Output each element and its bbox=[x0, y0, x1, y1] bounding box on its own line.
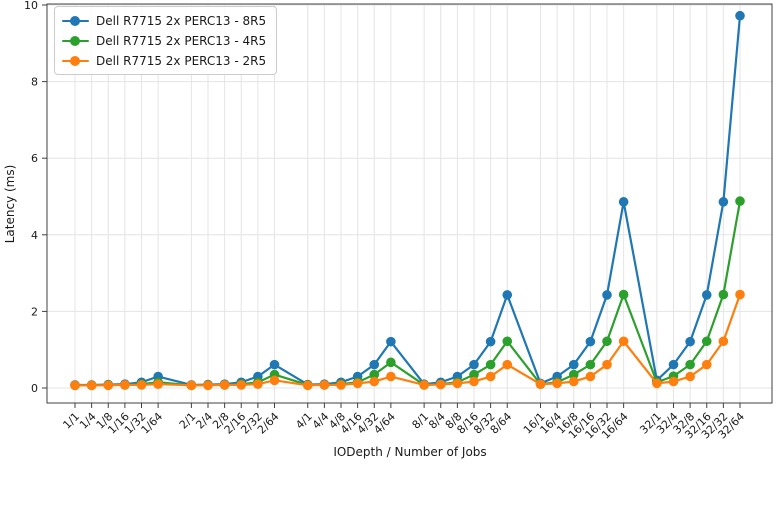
data-point-2 bbox=[219, 380, 230, 390]
x-axis-label: IODepth / Number of Jobs bbox=[333, 445, 486, 459]
data-point-2 bbox=[568, 376, 579, 387]
legend-item-4r5: Dell R7715 2x PERC13 - 4R5 bbox=[62, 31, 266, 50]
y-axis-label: Latency (ms) bbox=[3, 165, 17, 244]
y-tick-label: 4 bbox=[31, 229, 38, 242]
legend-item-8r5: Dell R7715 2x PERC13 - 8R5 bbox=[62, 11, 266, 30]
legend-label: Dell R7715 2x PERC13 - 4R5 bbox=[96, 33, 267, 48]
data-point-1 bbox=[701, 336, 712, 347]
data-point-2 bbox=[153, 379, 163, 389]
y-tick-label: 6 bbox=[31, 152, 38, 165]
data-point-2 bbox=[236, 380, 247, 390]
data-point-0 bbox=[585, 336, 596, 347]
legend-label: Dell R7715 2x PERC13 - 8R5 bbox=[96, 13, 267, 28]
data-point-0 bbox=[502, 290, 513, 300]
data-point-2 bbox=[701, 359, 712, 370]
data-point-2 bbox=[253, 379, 263, 389]
y-tick-label: 2 bbox=[31, 305, 38, 318]
data-point-2 bbox=[685, 371, 695, 382]
data-point-1 bbox=[735, 196, 745, 206]
data-point-2 bbox=[585, 371, 596, 382]
data-point-2 bbox=[302, 380, 313, 391]
legend-item-2r5: Dell R7715 2x PERC13 - 2R5 bbox=[62, 51, 266, 70]
data-point-2 bbox=[186, 380, 197, 391]
data-point-2 bbox=[203, 380, 213, 391]
data-point-1 bbox=[485, 359, 496, 370]
y-tick-label: 10 bbox=[24, 0, 38, 12]
data-point-0 bbox=[469, 359, 479, 370]
series-line-0 bbox=[75, 15, 742, 387]
data-point-2 bbox=[103, 380, 114, 391]
data-point-2 bbox=[618, 336, 629, 347]
series-marker-icon bbox=[62, 55, 89, 67]
data-point-0 bbox=[386, 336, 396, 347]
y-tick-label: 8 bbox=[31, 76, 38, 89]
data-point-2 bbox=[352, 378, 363, 389]
series-marker-icon bbox=[62, 15, 89, 27]
data-point-1 bbox=[568, 369, 579, 380]
series-marker-icon bbox=[62, 35, 89, 47]
y-tick-label: 0 bbox=[31, 382, 38, 395]
data-point-2 bbox=[86, 380, 97, 391]
data-point-0 bbox=[735, 10, 745, 21]
data-point-2 bbox=[120, 380, 130, 390]
data-point-1 bbox=[585, 359, 596, 370]
data-point-2 bbox=[435, 379, 446, 390]
data-point-1 bbox=[469, 369, 479, 380]
data-point-1 bbox=[718, 289, 729, 300]
data-point-2 bbox=[319, 380, 330, 390]
data-point-1 bbox=[685, 359, 695, 370]
data-point-0 bbox=[685, 336, 695, 347]
data-point-1 bbox=[602, 336, 612, 347]
plot-border bbox=[46, 3, 773, 404]
data-point-2 bbox=[70, 380, 80, 391]
data-point-0 bbox=[718, 197, 729, 207]
data-point-2 bbox=[602, 359, 612, 370]
data-point-2 bbox=[369, 376, 380, 387]
data-point-0 bbox=[668, 359, 679, 370]
data-point-0 bbox=[369, 359, 380, 370]
series-line-2 bbox=[75, 294, 742, 387]
data-point-0 bbox=[568, 359, 579, 370]
data-point-1 bbox=[618, 289, 629, 300]
data-point-0 bbox=[618, 197, 629, 207]
data-point-1 bbox=[386, 357, 396, 368]
legend: Dell R7715 2x PERC13 - 8R5 Dell R7715 2x… bbox=[54, 6, 278, 75]
data-point-0 bbox=[485, 336, 496, 347]
data-point-0 bbox=[701, 290, 712, 300]
data-layer bbox=[70, 10, 745, 391]
data-point-2 bbox=[552, 378, 562, 389]
data-point-2 bbox=[452, 378, 463, 389]
data-point-2 bbox=[136, 380, 147, 390]
data-point-2 bbox=[652, 378, 662, 389]
data-point-2 bbox=[535, 379, 546, 389]
legend-label: Dell R7715 2x PERC13 - 2R5 bbox=[96, 53, 267, 68]
data-point-2 bbox=[668, 376, 679, 387]
data-point-2 bbox=[336, 380, 346, 390]
data-point-2 bbox=[386, 371, 396, 382]
data-point-0 bbox=[269, 359, 280, 370]
data-point-2 bbox=[718, 336, 729, 347]
data-point-2 bbox=[485, 371, 496, 382]
data-point-1 bbox=[502, 336, 513, 347]
data-point-0 bbox=[602, 290, 612, 300]
data-point-2 bbox=[419, 380, 429, 390]
data-point-2 bbox=[469, 376, 479, 387]
data-point-1 bbox=[369, 369, 380, 380]
data-point-2 bbox=[269, 375, 280, 386]
data-point-2 bbox=[735, 289, 745, 300]
data-point-2 bbox=[502, 359, 513, 370]
